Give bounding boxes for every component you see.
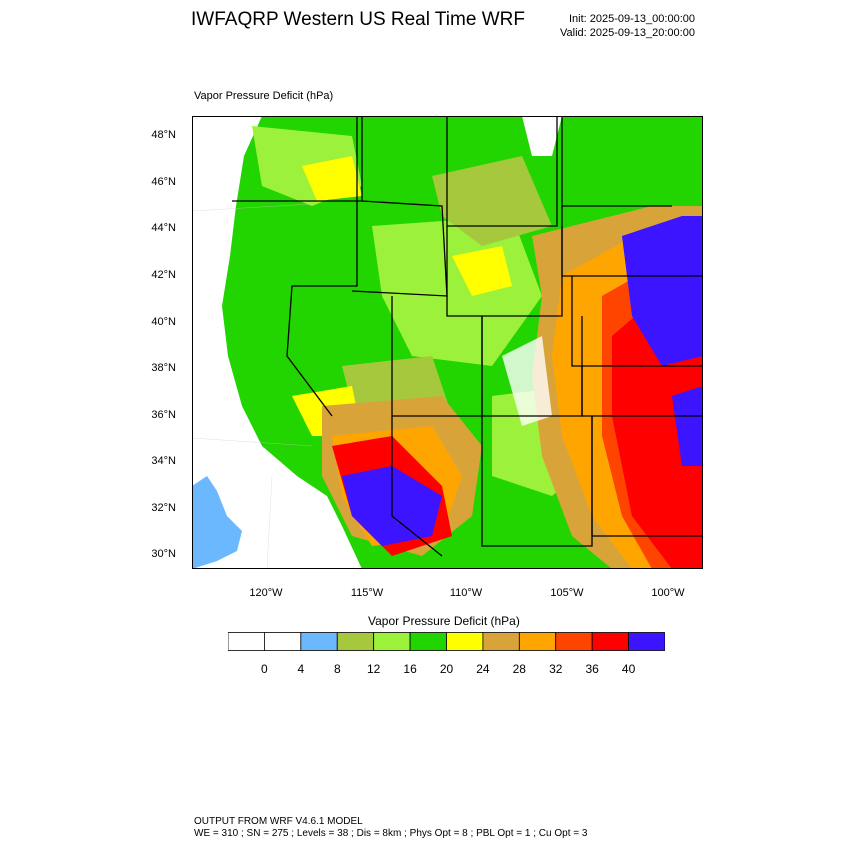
lat-label: 32°N xyxy=(151,502,176,514)
lat-label: 48°N xyxy=(151,129,176,141)
lat-label: 38°N xyxy=(151,362,176,374)
colorbar-swatch xyxy=(228,632,265,651)
colorbar-swatch xyxy=(409,632,447,651)
field-label: Vapor Pressure Deficit (hPa) xyxy=(194,90,334,102)
colorbar-swatch xyxy=(628,632,665,651)
lat-label: 46°N xyxy=(151,176,176,188)
colorbar-swatch xyxy=(336,632,375,651)
lon-label: 105°W xyxy=(550,587,584,599)
map-ocean-lowvpd xyxy=(192,476,242,569)
colorbar-label: 4 xyxy=(297,662,305,676)
map-blue-e xyxy=(672,386,703,466)
valid-time: Valid: 2025-09-13_20:00:00 xyxy=(560,27,695,39)
colorbar-swatch xyxy=(518,632,557,651)
init-time: Init: 2025-09-13_00:00:00 xyxy=(569,13,695,25)
graticule xyxy=(192,203,313,569)
colorbar-label: 16 xyxy=(403,662,417,676)
colorbar-label: 12 xyxy=(367,662,381,676)
colorbar-swatch xyxy=(482,632,520,651)
map-white-rockies xyxy=(502,336,552,426)
map-yellow-1 xyxy=(302,156,362,201)
colorbar-swatch xyxy=(591,632,629,651)
lat-label: 40°N xyxy=(151,316,176,328)
colorbar-label: 0 xyxy=(261,662,268,676)
colorbar-label: 8 xyxy=(333,662,341,676)
colorbar-label: 36 xyxy=(585,662,599,676)
map-frame xyxy=(192,116,703,569)
lat-label: 34°N xyxy=(151,455,176,467)
colorbar-label: 24 xyxy=(476,662,490,676)
lat-label: 36°N xyxy=(151,409,176,421)
lon-label: 100°W xyxy=(651,587,685,599)
colorbar-label: 40 xyxy=(621,662,636,676)
map-white-north xyxy=(522,116,562,156)
map-yellow-2 xyxy=(452,246,512,296)
map-blue-ne xyxy=(622,216,703,366)
colorbar-title: Vapor Pressure Deficit (hPa) xyxy=(368,614,520,628)
map-ocean xyxy=(192,116,362,569)
colorbar-label: 20 xyxy=(439,662,454,676)
colorbar-label: 32 xyxy=(549,662,563,676)
colorbar xyxy=(228,632,665,651)
vpd-map xyxy=(192,116,703,569)
colorbar-swatch xyxy=(373,632,411,651)
lat-label: 30°N xyxy=(151,548,176,560)
footer-model: OUTPUT FROM WRF V4.6.1 MODEL xyxy=(194,816,363,827)
lon-label: 115°W xyxy=(350,587,384,599)
plot-title: IWFAQRP Western US Real Time WRF xyxy=(191,9,525,30)
colorbar-swatch xyxy=(446,632,484,651)
colorbar-swatch xyxy=(264,632,302,651)
colorbar-swatch xyxy=(555,632,593,651)
map-olive-ne xyxy=(432,156,552,246)
state-borders xyxy=(232,116,703,557)
lon-label: 110°W xyxy=(449,587,483,599)
colorbar-swatch xyxy=(300,632,338,651)
colorbar-label: 28 xyxy=(512,662,526,676)
footer-config: WE = 310 ; SN = 275 ; Levels = 38 ; Dis … xyxy=(194,828,588,839)
lon-label: 120°W xyxy=(249,587,283,599)
lat-label: 42°N xyxy=(151,269,176,281)
lat-label: 44°N xyxy=(151,222,176,234)
